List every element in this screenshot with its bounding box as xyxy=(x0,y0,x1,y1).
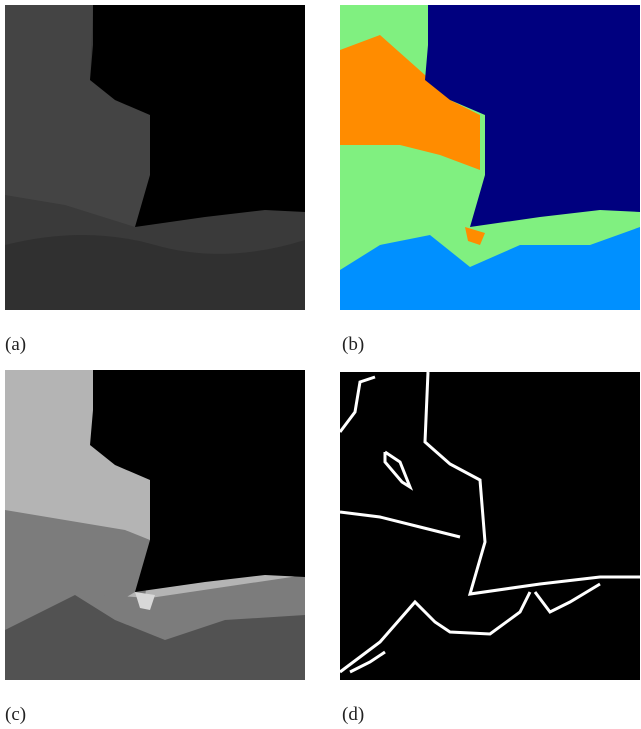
panel-b-image xyxy=(340,5,640,310)
panel-label: (a) xyxy=(5,334,26,355)
panel-d-image xyxy=(338,371,640,680)
panel-label: (c) xyxy=(5,704,26,725)
panel-c-image xyxy=(5,370,305,680)
panel-label: (d) xyxy=(342,704,364,725)
panel-a-image xyxy=(5,5,305,310)
panel-label: (b) xyxy=(342,334,364,355)
